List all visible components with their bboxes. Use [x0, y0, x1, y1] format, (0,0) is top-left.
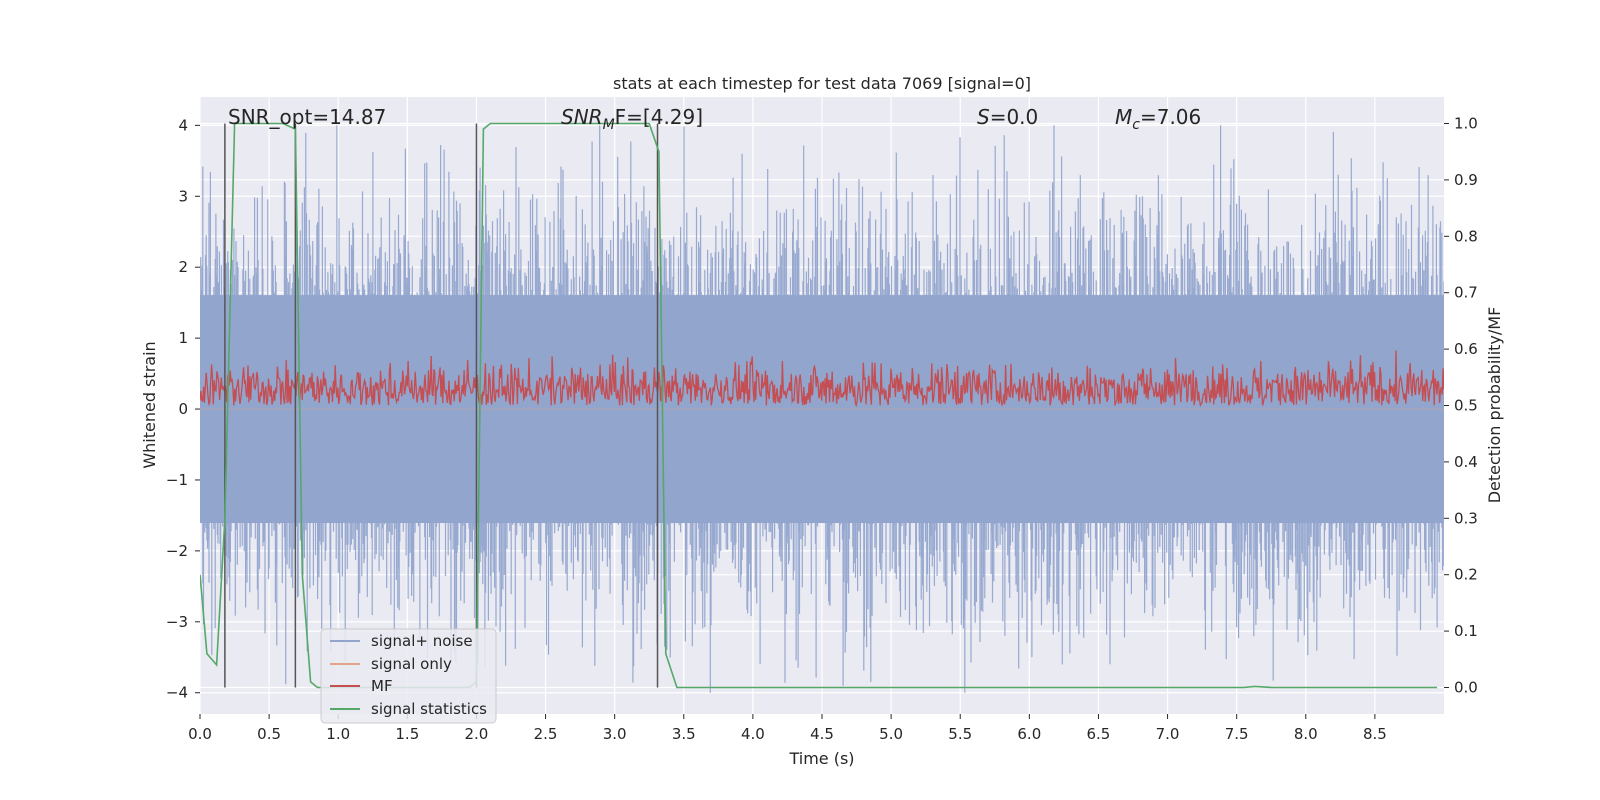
y-right-tick-label-2: 0.8 — [1454, 227, 1478, 245]
x-tick-label-2: 1.0 — [326, 725, 350, 743]
x-tick-label-12: 6.0 — [1017, 725, 1041, 743]
y-right-tick-label-7: 0.3 — [1454, 509, 1478, 527]
x-axis-ticks: 0.0 0.5 1.0 1.5 2.0 2.5 3.0 3.5 4.0 4.5 5.0 5.5 6.0 6… — [188, 714, 1387, 743]
x-tick-label-7: 3.5 — [672, 725, 696, 743]
y-right-tick-label-9: 0.1 — [1454, 622, 1478, 640]
y-left-tick-label-1: 3 — [178, 187, 188, 205]
annotation-snr-mf-value: F=[4.29] — [615, 105, 703, 129]
legend-label-signal-plus-noise: signal+ noise — [371, 632, 473, 650]
annotation-snr-mf-symbol: SNR — [561, 105, 603, 129]
y-right-tick-label-1: 0.9 — [1454, 171, 1478, 189]
y-left-tick-label-5: −1 — [166, 471, 188, 489]
x-tick-label-15: 7.5 — [1225, 725, 1249, 743]
legend: signal+ noise signal only MF signal stat… — [320, 628, 497, 724]
y-left-axis-label: Whitened strain — [140, 341, 159, 468]
annotation-mc-value: =7.06 — [1140, 105, 1201, 129]
annotation-mc-subscript: c — [1132, 117, 1140, 133]
annotation-s-value: =0.0 — [990, 105, 1039, 129]
legend-frame — [320, 628, 497, 724]
annotation-mc-symbol: M — [1115, 105, 1132, 129]
x-tick-label-13: 6.5 — [1087, 725, 1111, 743]
x-tick-label-0: 0.0 — [188, 725, 212, 743]
legend-entry-signal-plus-noise: signal+ noise — [330, 632, 473, 650]
legend-label-mf: MF — [371, 677, 393, 695]
y-right-tick-label-0: 1.0 — [1454, 115, 1478, 133]
annotation-mc: Mc=7.06 — [1115, 105, 1201, 133]
plot-area — [200, 122, 1444, 693]
y-left-tick-label-7: −3 — [166, 613, 188, 631]
y-right-tick-label-4: 0.6 — [1454, 340, 1478, 358]
y-left-tick-label-2: 2 — [178, 258, 188, 276]
x-tick-label-14: 7.0 — [1156, 725, 1180, 743]
legend-entry-signal-only: signal only — [330, 655, 452, 673]
y-right-tick-label-6: 0.4 — [1454, 453, 1478, 471]
x-tick-label-4: 2.0 — [465, 725, 489, 743]
noise-core — [200, 295, 1444, 524]
series-signal-plus-noise — [200, 125, 1444, 693]
x-tick-label-3: 1.5 — [395, 725, 419, 743]
y-right-tick-label-3: 0.7 — [1454, 284, 1478, 302]
legend-label-signal-only: signal only — [371, 655, 452, 673]
x-tick-label-5: 2.5 — [534, 725, 558, 743]
y-right-axis-ticks: 1.0 0.9 0.8 0.7 0.6 0.5 0.4 0.3 0.2 0.1 0.0 — [1444, 115, 1478, 696]
y-left-tick-label-3: 1 — [178, 329, 188, 347]
annotation-s-symbol: S — [977, 105, 990, 129]
y-right-tick-label-8: 0.2 — [1454, 566, 1478, 584]
annotation-snr-opt: SNR_opt=14.87 — [228, 105, 386, 129]
x-tick-label-1: 0.5 — [257, 725, 281, 743]
chart-title: stats at each timestep for test data 706… — [613, 74, 1031, 93]
y-right-axis-label: Detection probability/MF — [1485, 307, 1504, 504]
x-tick-label-10: 5.0 — [879, 725, 903, 743]
annotation-s: S=0.0 — [977, 105, 1038, 129]
y-left-tick-label-8: −4 — [166, 684, 188, 702]
x-tick-label-9: 4.5 — [810, 725, 834, 743]
legend-label-signal-statistics: signal statistics — [371, 700, 487, 718]
y-right-tick-label-5: 0.5 — [1454, 397, 1478, 415]
y-left-tick-label-4: 0 — [178, 400, 188, 418]
legend-entry-mf: MF — [330, 677, 393, 695]
y-left-tick-label-6: −2 — [166, 542, 188, 560]
x-tick-label-17: 8.5 — [1363, 725, 1387, 743]
legend-entry-signal-statistics: signal statistics — [330, 700, 487, 718]
x-tick-label-16: 8.0 — [1294, 725, 1318, 743]
annotation-snr-mf: SNRMF=[4.29] — [561, 105, 703, 133]
x-tick-label-11: 5.5 — [948, 725, 972, 743]
x-tick-label-6: 3.0 — [603, 725, 627, 743]
y-right-tick-label-10: 0.0 — [1454, 678, 1478, 696]
annotation-snr-mf-subscript: M — [603, 117, 615, 133]
vertical-markers — [224, 123, 659, 688]
y-left-axis-ticks: 4 3 2 1 0 −1 −2 −3 −4 — [166, 116, 200, 702]
y-left-tick-label-0: 4 — [178, 116, 188, 134]
x-tick-label-8: 4.0 — [741, 725, 765, 743]
mf-trace — [200, 350, 1444, 408]
x-axis-label: Time (s) — [788, 749, 854, 768]
series-signal-statistics — [200, 122, 1438, 689]
series-mf — [200, 350, 1444, 408]
